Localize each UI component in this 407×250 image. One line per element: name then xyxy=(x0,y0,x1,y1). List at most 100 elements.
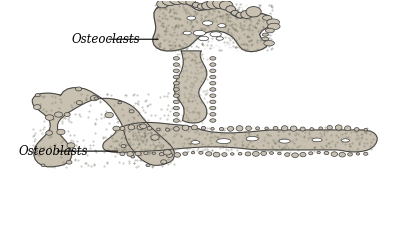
Ellipse shape xyxy=(265,28,274,33)
Ellipse shape xyxy=(319,127,323,130)
Ellipse shape xyxy=(193,30,206,36)
Ellipse shape xyxy=(157,0,168,8)
Ellipse shape xyxy=(246,136,258,141)
Ellipse shape xyxy=(144,152,148,154)
Ellipse shape xyxy=(245,152,251,156)
Ellipse shape xyxy=(140,124,147,128)
Ellipse shape xyxy=(309,152,313,155)
Ellipse shape xyxy=(183,31,191,35)
Ellipse shape xyxy=(131,156,135,158)
Ellipse shape xyxy=(173,88,179,91)
Ellipse shape xyxy=(199,36,208,41)
Ellipse shape xyxy=(246,126,252,130)
Ellipse shape xyxy=(210,82,216,85)
Ellipse shape xyxy=(191,152,195,154)
Ellipse shape xyxy=(76,100,83,105)
Ellipse shape xyxy=(317,151,320,154)
Ellipse shape xyxy=(203,21,212,25)
Ellipse shape xyxy=(129,110,134,113)
Text: Osteoblasts: Osteoblasts xyxy=(19,144,88,158)
Ellipse shape xyxy=(348,153,352,156)
Polygon shape xyxy=(153,2,271,52)
Ellipse shape xyxy=(94,97,98,100)
Ellipse shape xyxy=(210,57,216,60)
Polygon shape xyxy=(103,122,377,152)
Ellipse shape xyxy=(146,164,150,167)
Text: Osteoclasts: Osteoclasts xyxy=(72,33,140,46)
Ellipse shape xyxy=(290,126,297,131)
Ellipse shape xyxy=(226,6,236,12)
Ellipse shape xyxy=(166,153,173,158)
Ellipse shape xyxy=(210,75,216,79)
Ellipse shape xyxy=(207,0,222,9)
Ellipse shape xyxy=(41,164,45,166)
Ellipse shape xyxy=(310,128,313,130)
Ellipse shape xyxy=(76,87,82,91)
Ellipse shape xyxy=(173,63,179,66)
Ellipse shape xyxy=(246,6,261,17)
Ellipse shape xyxy=(228,126,234,131)
Ellipse shape xyxy=(46,131,53,135)
Ellipse shape xyxy=(256,127,260,130)
Ellipse shape xyxy=(90,96,98,101)
Ellipse shape xyxy=(231,10,239,15)
Ellipse shape xyxy=(300,152,306,157)
Ellipse shape xyxy=(354,128,359,131)
Ellipse shape xyxy=(173,94,179,98)
Ellipse shape xyxy=(173,112,179,116)
Ellipse shape xyxy=(261,152,267,156)
Ellipse shape xyxy=(210,69,216,72)
Ellipse shape xyxy=(335,125,342,130)
Ellipse shape xyxy=(202,2,213,10)
Ellipse shape xyxy=(238,152,242,155)
Ellipse shape xyxy=(222,153,227,156)
Ellipse shape xyxy=(128,125,135,130)
Ellipse shape xyxy=(262,33,268,36)
Ellipse shape xyxy=(120,126,125,130)
Ellipse shape xyxy=(113,126,120,131)
Ellipse shape xyxy=(33,105,41,110)
Ellipse shape xyxy=(55,112,63,117)
Ellipse shape xyxy=(267,19,280,26)
Ellipse shape xyxy=(268,23,280,30)
Ellipse shape xyxy=(252,152,259,156)
Ellipse shape xyxy=(178,0,191,4)
Ellipse shape xyxy=(273,126,278,130)
Ellipse shape xyxy=(210,100,216,103)
Ellipse shape xyxy=(169,0,185,4)
Ellipse shape xyxy=(161,160,167,164)
Ellipse shape xyxy=(364,128,368,131)
Ellipse shape xyxy=(173,106,179,110)
Ellipse shape xyxy=(217,139,231,144)
Ellipse shape xyxy=(206,152,212,156)
Ellipse shape xyxy=(135,152,141,156)
Ellipse shape xyxy=(210,119,216,122)
Ellipse shape xyxy=(218,24,226,28)
Ellipse shape xyxy=(327,126,333,130)
Ellipse shape xyxy=(157,128,160,131)
Ellipse shape xyxy=(45,115,54,120)
Ellipse shape xyxy=(331,152,338,156)
Ellipse shape xyxy=(192,2,200,7)
Ellipse shape xyxy=(219,128,224,131)
Ellipse shape xyxy=(173,75,179,79)
Ellipse shape xyxy=(35,94,40,97)
Ellipse shape xyxy=(265,127,268,130)
Ellipse shape xyxy=(186,0,196,5)
Ellipse shape xyxy=(236,126,243,131)
Ellipse shape xyxy=(216,37,223,40)
Ellipse shape xyxy=(300,127,305,131)
Ellipse shape xyxy=(118,102,122,104)
Ellipse shape xyxy=(173,69,179,72)
Ellipse shape xyxy=(197,4,206,9)
Ellipse shape xyxy=(147,126,152,130)
Ellipse shape xyxy=(210,94,216,98)
Ellipse shape xyxy=(67,143,75,148)
Ellipse shape xyxy=(173,100,179,103)
Ellipse shape xyxy=(105,112,114,118)
Ellipse shape xyxy=(213,0,229,9)
Ellipse shape xyxy=(284,153,290,156)
Ellipse shape xyxy=(191,125,197,130)
Ellipse shape xyxy=(213,152,220,157)
Ellipse shape xyxy=(210,63,216,66)
